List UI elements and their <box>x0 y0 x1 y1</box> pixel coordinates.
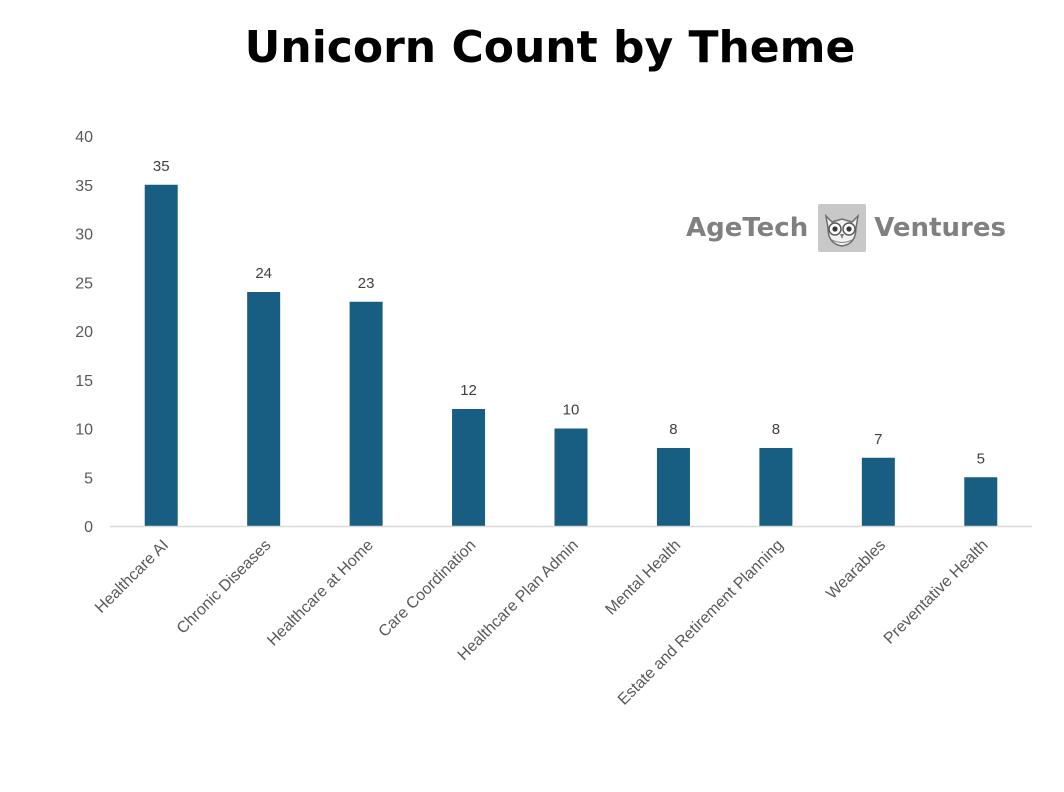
category-label: Healthcare Plan Admin <box>455 537 582 664</box>
y-tick-label: 20 <box>75 324 93 341</box>
agetech-ventures-logo: AgeTech Ventures <box>686 204 1006 252</box>
y-tick-label: 0 <box>84 519 93 536</box>
bar <box>759 448 793 526</box>
data-label: 10 <box>563 402 580 419</box>
y-tick-label: 25 <box>75 275 93 292</box>
logo-text-left: AgeTech <box>686 213 809 243</box>
bar <box>964 477 998 526</box>
category-label: Estate and Retirement Planning <box>615 537 787 709</box>
data-label: 8 <box>772 421 780 438</box>
category-labels: Healthcare AI Chronic DiseasesHealthcare … <box>92 537 992 709</box>
y-tick-label: 30 <box>75 227 93 244</box>
bar <box>144 184 178 526</box>
bar <box>452 409 486 526</box>
chart-title: Unicorn Count by Theme <box>244 22 856 73</box>
bar <box>349 301 383 526</box>
bar <box>554 428 588 526</box>
data-label: 8 <box>669 421 677 438</box>
data-label: 24 <box>255 265 272 282</box>
category-label: Mental Health <box>602 537 684 619</box>
y-axis-ticks: 0 5 10 15 20 25 30 35 40 <box>75 129 93 536</box>
data-label: 35 <box>153 158 170 175</box>
category-label: Healthcare AI <box>92 537 172 617</box>
bar <box>247 292 281 526</box>
data-labels: 35 24 23 12 10 8 8 7 5 <box>153 158 985 468</box>
bar <box>656 448 690 526</box>
category-label: Wearables <box>823 537 889 603</box>
y-tick-label: 35 <box>75 178 93 195</box>
owl-icon <box>818 204 867 252</box>
category-label: Chronic Diseases <box>174 537 275 638</box>
y-tick-label: 40 <box>75 129 93 146</box>
y-tick-label: 5 <box>84 470 93 487</box>
logo-text-right: Ventures <box>874 213 1006 243</box>
category-label: Preventative Health <box>881 537 992 648</box>
bar <box>861 457 895 526</box>
category-label: Healthcare at Home <box>264 537 377 650</box>
y-tick-label: 10 <box>75 422 93 439</box>
data-label: 7 <box>874 431 882 448</box>
data-label: 5 <box>977 450 985 467</box>
data-label: 23 <box>358 275 375 292</box>
data-label: 12 <box>460 382 477 399</box>
y-tick-label: 15 <box>75 373 93 390</box>
bars <box>144 184 998 526</box>
category-label: Care Coordination <box>376 537 480 641</box>
